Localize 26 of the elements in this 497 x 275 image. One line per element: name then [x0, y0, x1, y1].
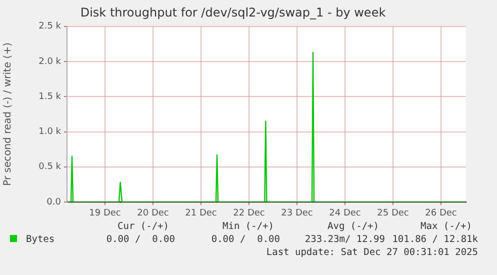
y-tick-label: 0.5 k	[38, 162, 62, 172]
x-tick-label: 21 Dec	[185, 208, 217, 219]
text: 101.86 / 12.81k	[392, 234, 478, 245]
text: 233.23m/ 12.99	[304, 234, 385, 245]
legend-label: Bytes	[25, 234, 55, 245]
chart-title: Disk throughput for /dev/sql2-vg/swap_1 - by week	[80, 5, 386, 20]
y-tick-label: 1.0 k	[38, 127, 62, 138]
y-tick-label: 2.5 k	[38, 22, 62, 32]
x-tick-label: 23 Dec	[281, 208, 313, 219]
x-tick-label: 26 Dec	[425, 208, 457, 219]
text: 0.00 / 0.00	[106, 234, 175, 245]
text: Avg (-/+)	[328, 221, 379, 232]
text: Cur (-/+)	[118, 221, 169, 232]
x-tick-label: 22 Dec	[233, 208, 265, 219]
text: Last update: Sat Dec 27 00:31:01 2025	[266, 247, 478, 258]
text: 0.00 / 0.00	[211, 234, 280, 245]
x-tick-label: 24 Dec	[329, 208, 361, 219]
y-tick-label: 0.0	[46, 197, 62, 208]
y-tick-label: 1.5 k	[38, 92, 62, 102]
text: Max (-/+)	[420, 221, 472, 232]
x-tick-label: 19 Dec	[89, 208, 121, 219]
y-tick-label: 2.0 k	[38, 56, 62, 67]
text: Min (-/+)	[222, 221, 274, 232]
x-tick-label: 20 Dec	[137, 208, 169, 219]
y-axis-title: Pr second read (-) / write (+)	[2, 42, 14, 186]
x-tick-label: 25 Dec	[377, 208, 409, 219]
